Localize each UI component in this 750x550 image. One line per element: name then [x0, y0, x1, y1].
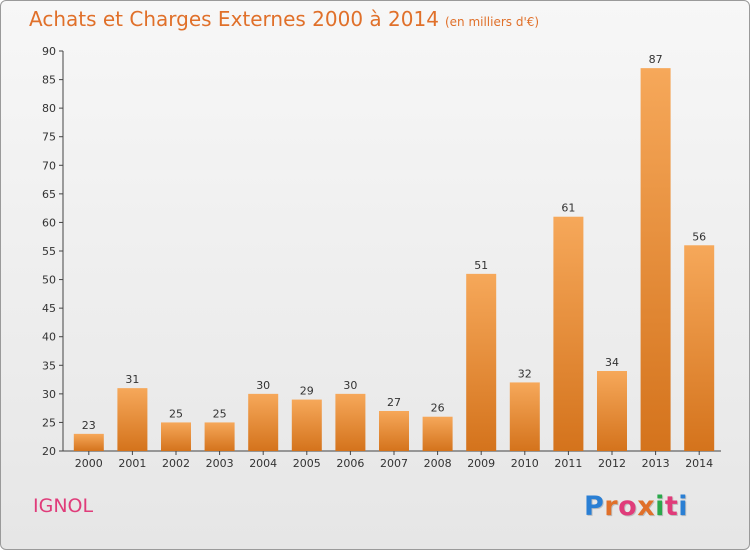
value-label-2014: 56	[692, 230, 706, 243]
x-tick-label-2000: 2000	[75, 457, 103, 470]
x-tick-label-2008: 2008	[424, 457, 452, 470]
x-tick-label-2012: 2012	[598, 457, 626, 470]
x-tick-label-2013: 2013	[642, 457, 670, 470]
logo-letter: t	[664, 491, 679, 522]
value-label-2006: 30	[343, 379, 357, 392]
value-label-2007: 27	[387, 396, 401, 409]
x-tick-label-2009: 2009	[467, 457, 495, 470]
bar-2014	[684, 245, 715, 451]
y-tick-label: 50	[42, 274, 56, 287]
y-tick-label: 75	[42, 131, 56, 144]
value-label-2013: 87	[649, 53, 663, 66]
bar-2000	[73, 433, 104, 451]
y-tick-label: 60	[42, 216, 56, 229]
logo-letter: o	[618, 491, 638, 522]
value-label-2008: 26	[431, 402, 445, 415]
x-tick-label-2004: 2004	[249, 457, 277, 470]
logo-letter: i	[655, 491, 665, 522]
logo-letter: x	[637, 491, 656, 522]
value-label-2000: 23	[82, 419, 96, 432]
proxiti-logo[interactable]: Proxiti	[584, 491, 688, 522]
x-tick-label-2006: 2006	[336, 457, 364, 470]
bar-2011	[553, 216, 584, 451]
y-tick-label: 55	[42, 245, 56, 258]
bar-2004	[248, 393, 279, 451]
x-tick-label-2007: 2007	[380, 457, 408, 470]
bar-2008	[422, 416, 453, 451]
logo-letter: i	[678, 491, 689, 522]
chart-title-unit: (en milliers d'€)	[444, 15, 540, 29]
value-label-2005: 29	[300, 385, 314, 398]
bar-2007	[379, 411, 409, 451]
value-label-2004: 30	[256, 379, 270, 392]
value-label-2010: 32	[518, 367, 532, 380]
value-label-2002: 25	[169, 407, 183, 420]
y-tick-label: 70	[42, 159, 56, 172]
y-tick-label: 45	[42, 302, 56, 315]
y-tick-label: 40	[42, 331, 56, 344]
bar-2010	[509, 382, 540, 451]
x-tick-label-2011: 2011	[554, 457, 582, 470]
value-label-2001: 31	[125, 373, 139, 386]
bar-2006	[335, 393, 366, 451]
chart-title-main: Achats et Charges Externes 2000 à 2014	[29, 7, 439, 31]
y-tick-label: 20	[42, 445, 56, 458]
bar-2003	[204, 422, 235, 451]
bar-2002	[161, 422, 191, 451]
y-tick-label: 25	[42, 416, 56, 429]
bar-2012	[597, 371, 627, 451]
y-tick-label: 30	[42, 388, 56, 401]
chart-axes: 20 25 30 35 40 45 50 55 60 65 70 75 80 85 90 2000 2001 20…	[42, 45, 721, 470]
chart-title: Achats et Charges Externes 2000 à 2014 (e…	[29, 7, 539, 31]
y-tick-label: 85	[42, 74, 56, 87]
y-tick-label: 65	[42, 188, 56, 201]
value-label-2003: 25	[213, 407, 227, 420]
x-tick-label-2001: 2001	[118, 457, 146, 470]
y-tick-label: 90	[42, 45, 56, 58]
x-tick-label-2014: 2014	[685, 457, 713, 470]
value-label-2009: 51	[474, 259, 488, 272]
bar-2001	[117, 388, 148, 451]
x-tick-label-2003: 2003	[206, 457, 234, 470]
commune-name: IGNOL	[33, 495, 94, 517]
x-tick-label-2002: 2002	[162, 457, 190, 470]
y-tick-label: 80	[42, 102, 56, 115]
bar-2009	[466, 273, 497, 451]
logo-letter: r	[604, 491, 619, 522]
y-tick-label: 35	[42, 359, 56, 372]
value-label-2012: 34	[605, 356, 619, 369]
value-label-2011: 61	[561, 202, 575, 215]
logo-letter: P	[584, 491, 605, 522]
x-tick-label-2010: 2010	[511, 457, 539, 470]
chart-bars: 23 31 25 25 30 29 30 27 26 51 32 61 34 87 56	[73, 53, 715, 452]
x-tick-label-2005: 2005	[293, 457, 321, 470]
bar-2013	[640, 68, 671, 452]
bar-2005	[291, 399, 322, 451]
